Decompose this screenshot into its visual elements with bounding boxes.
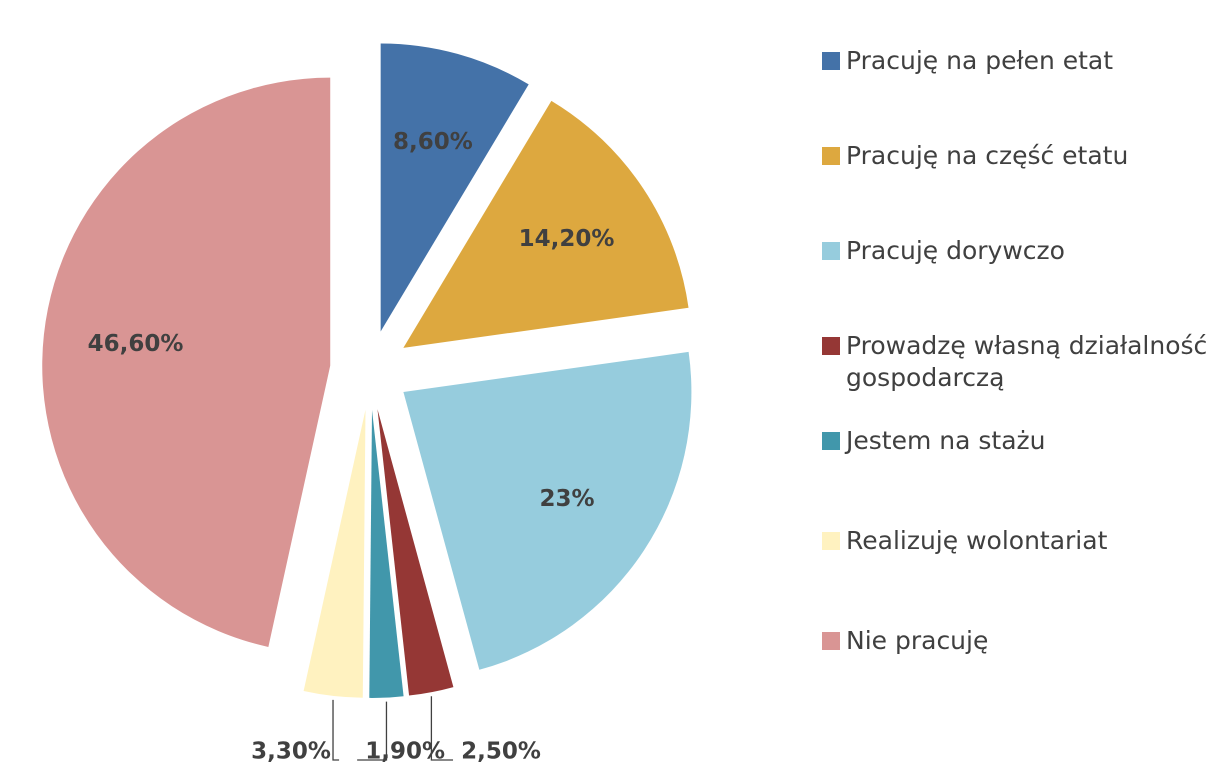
data-label: 3,30% — [251, 739, 331, 765]
pie-slice — [403, 351, 692, 670]
legend-item: Nie pracuję — [822, 625, 988, 657]
pie-slice — [303, 409, 366, 698]
leader-line — [430, 696, 454, 761]
legend-swatch — [822, 632, 840, 650]
data-label: 14,20% — [519, 226, 615, 252]
legend-swatch — [822, 337, 840, 355]
legend-item: Pracuję na część etatu — [822, 140, 1128, 172]
pie-slice — [42, 77, 331, 647]
pie-slice — [369, 409, 404, 698]
legend-label: Pracuję dorywczo — [846, 236, 1065, 265]
data-label: 8,60% — [393, 129, 473, 155]
legend-label: Jestem na stażu — [846, 426, 1046, 455]
legend-label: Prowadzę własną działalność gospodarczą — [846, 331, 1208, 392]
legend-label: Nie pracuję — [846, 626, 989, 655]
leader-line — [332, 699, 340, 761]
legend-swatch — [822, 432, 840, 450]
legend-item: Pracuję na pełen etat — [822, 45, 1113, 77]
data-label: 1,90% — [365, 739, 445, 765]
pie-slice — [377, 409, 454, 696]
legend-item: Pracuję dorywczo — [822, 235, 1065, 267]
legend-item: Prowadzę własną działalność gospodarczą — [822, 330, 1214, 394]
leader-line — [357, 701, 388, 761]
data-label: 2,50% — [461, 739, 541, 765]
legend-label: Realizuję wolontariat — [846, 526, 1108, 555]
legend-item: Jestem na stażu — [822, 425, 1046, 457]
legend-item: Realizuję wolontariat — [822, 525, 1107, 557]
legend-label: Pracuję na część etatu — [846, 141, 1129, 170]
legend-swatch — [822, 52, 840, 70]
pie-slice — [403, 100, 689, 348]
legend-swatch — [822, 242, 840, 260]
data-label: 23% — [539, 486, 594, 512]
legend-swatch — [822, 147, 840, 165]
data-label: 46,60% — [88, 331, 184, 357]
legend-swatch — [822, 532, 840, 550]
legend-label: Pracuję na pełen etat — [846, 46, 1114, 75]
pie-slice — [380, 43, 529, 332]
pie-area: 8,60% 14,20% 23% 2,50% 1,90% 3,30% 46,60% — [42, 43, 692, 765]
